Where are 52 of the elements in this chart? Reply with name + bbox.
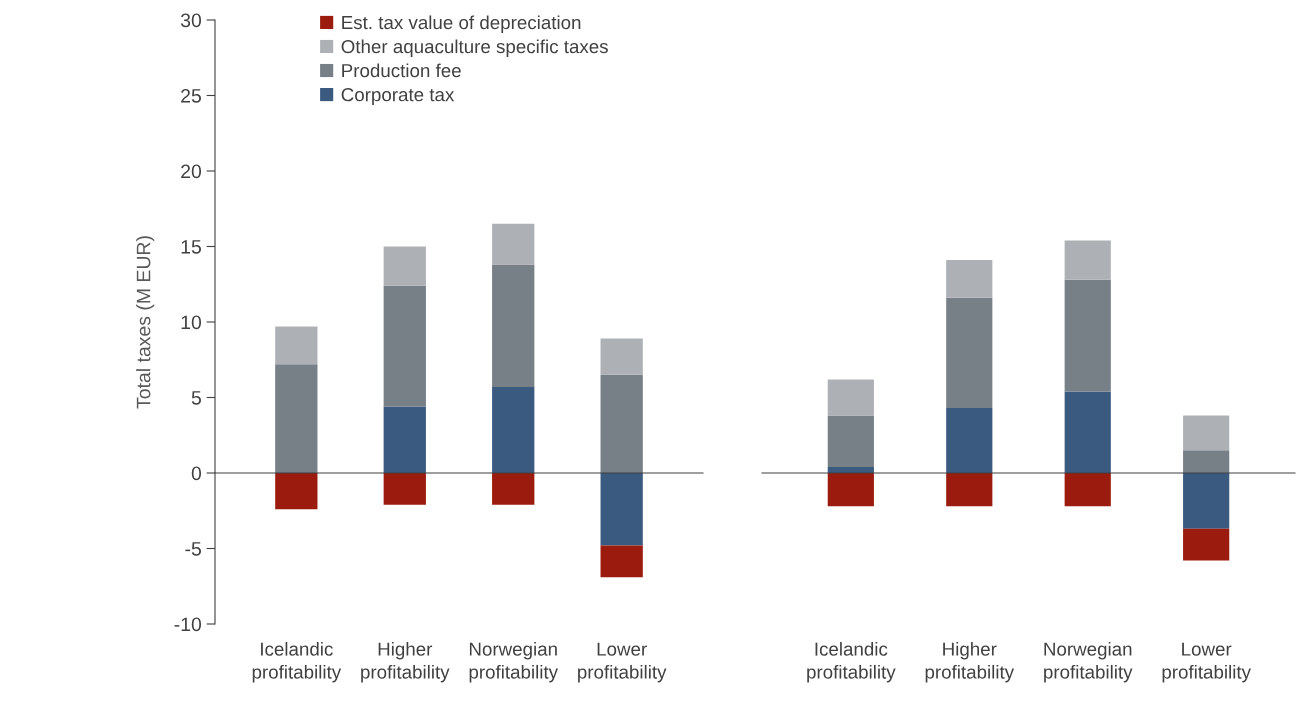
bar xyxy=(492,473,535,505)
bar xyxy=(383,246,426,286)
bar xyxy=(383,285,426,407)
bar xyxy=(492,386,535,473)
x-tick-label: Icelandic profitability xyxy=(252,642,342,683)
y-tick-label: 0 xyxy=(191,466,202,481)
legend-label: Est. tax value of depreciation xyxy=(342,15,581,33)
bar xyxy=(1183,450,1230,473)
y-tick-label: 10 xyxy=(181,315,202,330)
bar xyxy=(946,297,993,409)
bar xyxy=(946,473,993,507)
x-tick-label: Lower profitability xyxy=(1162,642,1251,683)
bar xyxy=(600,338,643,375)
bar xyxy=(600,473,643,546)
bar xyxy=(827,415,874,467)
y-tick-label: 25 xyxy=(181,88,201,103)
legend-label: Other aquaculture specific taxes xyxy=(341,39,608,57)
bar xyxy=(600,545,643,578)
bar xyxy=(275,364,318,473)
x-tick-label: Lower profitability xyxy=(578,642,667,683)
bar xyxy=(383,473,426,505)
x-tick-label: Norwegian profitability xyxy=(469,642,558,683)
x-tick-label: Icelandic profitability xyxy=(807,642,896,683)
bar xyxy=(1064,473,1111,507)
bar xyxy=(383,406,426,473)
bar xyxy=(1183,473,1230,529)
y-axis-title: Total taxes (M EUR) xyxy=(136,236,155,409)
bar xyxy=(275,473,318,510)
y-tick-label: -5 xyxy=(185,542,201,556)
bar xyxy=(1064,240,1111,280)
bar xyxy=(600,374,643,473)
bar xyxy=(946,408,993,473)
x-tick-label: Higher profitability xyxy=(361,642,450,683)
bar xyxy=(1183,528,1230,561)
y-tick-label: 5 xyxy=(191,391,201,405)
bar xyxy=(492,264,535,387)
y-tick-label: 15 xyxy=(181,240,201,254)
y-tick-label: -10 xyxy=(174,617,202,632)
bar xyxy=(946,260,993,298)
bar xyxy=(827,473,874,507)
legend-label: Production fee xyxy=(342,63,461,78)
bar xyxy=(1064,279,1111,392)
bar xyxy=(492,223,535,265)
bar xyxy=(827,379,874,416)
x-tick-label: Norwegian profitability xyxy=(1044,642,1133,683)
x-tick-label: Higher profitability xyxy=(925,642,1015,683)
y-tick-label: 30 xyxy=(180,13,202,28)
legend-label: Corporate tax xyxy=(341,88,455,106)
bar xyxy=(1064,391,1111,473)
y-tick-label: 20 xyxy=(181,164,202,179)
bar xyxy=(1183,415,1230,451)
bar xyxy=(275,326,318,365)
